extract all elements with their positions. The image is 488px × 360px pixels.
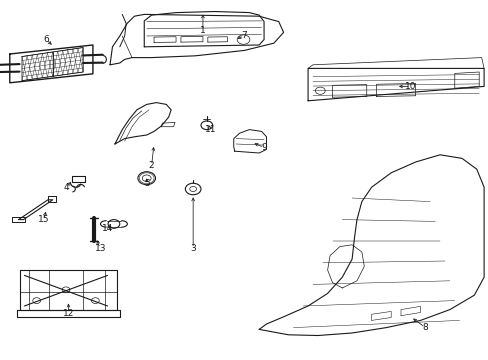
Text: 14: 14 — [102, 224, 113, 233]
Text: 7: 7 — [241, 31, 247, 40]
Text: 8: 8 — [422, 323, 427, 332]
Text: 13: 13 — [94, 244, 106, 253]
Text: 12: 12 — [62, 309, 74, 318]
Text: 10: 10 — [404, 82, 416, 91]
Text: 11: 11 — [204, 125, 216, 134]
Text: 9: 9 — [261, 143, 266, 152]
Text: 15: 15 — [38, 215, 50, 224]
Text: 3: 3 — [190, 244, 196, 253]
Text: 4: 4 — [63, 183, 69, 192]
Text: 2: 2 — [148, 161, 154, 170]
Text: 5: 5 — [143, 179, 149, 188]
Text: 1: 1 — [200, 26, 205, 35]
Text: 6: 6 — [43, 35, 49, 44]
